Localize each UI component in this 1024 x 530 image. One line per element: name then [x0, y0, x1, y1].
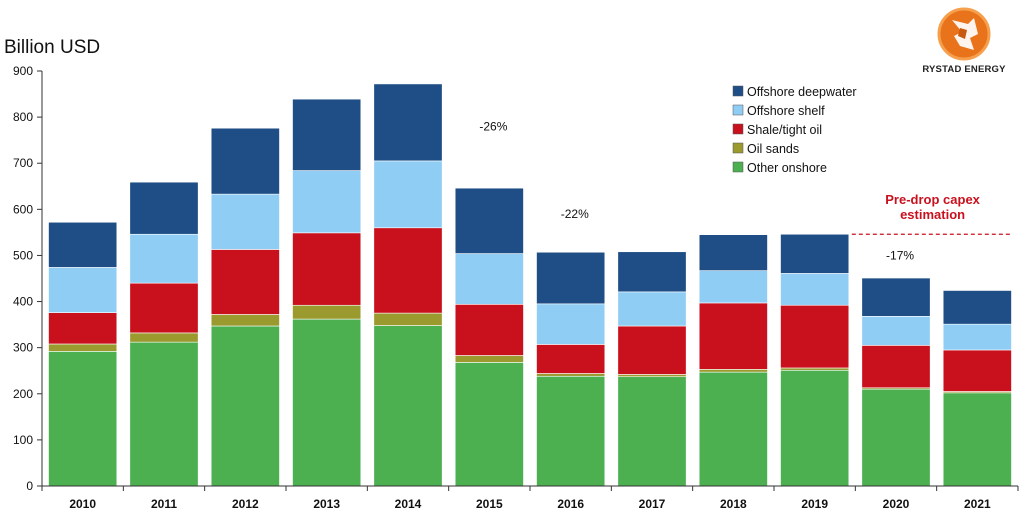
- bar-segment: [454, 253, 524, 305]
- bar-segment: [292, 232, 362, 306]
- y-tick-label: 900: [13, 64, 33, 78]
- legend-swatch: [732, 123, 744, 135]
- x-tick-label: 2018: [720, 497, 747, 511]
- y-tick-label: 800: [13, 110, 33, 124]
- bar-segment: [780, 369, 850, 487]
- bar-segment: [861, 316, 931, 346]
- x-tick-label: 2016: [557, 497, 584, 511]
- x-tick-label: 2019: [801, 497, 828, 511]
- bar-segment: [536, 344, 606, 374]
- bar-segment: [698, 302, 768, 370]
- x-tick-label: 2017: [639, 497, 666, 511]
- y-tick-label: 400: [13, 295, 33, 309]
- bar-segment: [617, 325, 687, 375]
- legend-label: Offshore deepwater: [747, 85, 857, 99]
- bar-segment: [780, 273, 850, 306]
- bar-segment: [942, 349, 1012, 392]
- bar-segment: [373, 160, 443, 229]
- x-tick-label: 2010: [69, 497, 96, 511]
- bar-segment: [129, 332, 199, 343]
- bar-segment: [698, 369, 768, 373]
- bar-segment: [292, 304, 362, 320]
- bar-segment: [942, 392, 1012, 487]
- x-tick-label: 2011: [151, 497, 177, 511]
- bar-segment: [780, 367, 850, 371]
- y-tick-label: 700: [13, 156, 33, 170]
- legend-label: Offshore shelf: [747, 104, 825, 118]
- bar-segment: [210, 193, 280, 250]
- percent-change-annotation: -17%: [886, 248, 914, 262]
- bar-segment: [536, 251, 606, 305]
- x-tick-label: 2013: [313, 497, 340, 511]
- bar-segment: [617, 376, 687, 487]
- bar-segment: [454, 187, 524, 254]
- y-tick-label: 500: [13, 248, 33, 262]
- brand-name: RYSTAD ENERGY: [922, 64, 1006, 75]
- x-tick-label: 2012: [232, 497, 259, 511]
- bar-segment: [292, 318, 362, 487]
- legend-swatch: [732, 161, 744, 173]
- x-tick-label: 2021: [964, 497, 991, 511]
- bar-segment: [292, 170, 362, 234]
- bar-segment: [48, 351, 118, 487]
- percent-change-annotation: -26%: [479, 119, 507, 133]
- legend-swatch: [732, 104, 744, 116]
- y-tick-label: 200: [13, 387, 33, 401]
- bar-segment: [536, 373, 606, 377]
- bar-segment: [210, 314, 280, 327]
- bar-segment: [780, 233, 850, 274]
- bar-segment: [129, 282, 199, 334]
- legend-label: Oil sands: [747, 142, 799, 156]
- bar-segment: [373, 325, 443, 487]
- legend-label: Other onshore: [747, 161, 827, 175]
- y-tick-label: 300: [13, 341, 33, 355]
- bar-segment: [373, 83, 443, 162]
- bar-segment: [698, 234, 768, 271]
- bar-segment: [861, 277, 931, 317]
- x-tick-label: 2015: [476, 497, 503, 511]
- bar-segment: [698, 371, 768, 487]
- bar-segment: [373, 312, 443, 326]
- bar-segment: [454, 304, 524, 356]
- bar-segment: [942, 290, 1012, 325]
- bar-segment: [454, 355, 524, 363]
- percent-change-annotation: -22%: [561, 207, 589, 221]
- bar-segment: [780, 304, 850, 369]
- bar-segment: [861, 388, 931, 487]
- bar-segment: [617, 374, 687, 378]
- bar-segment: [48, 267, 118, 313]
- bar-segment: [129, 341, 199, 487]
- bar-segment: [698, 270, 768, 304]
- bar-segment: [210, 325, 280, 487]
- x-tick-label: 2020: [883, 497, 910, 511]
- bar-segment: [210, 127, 280, 195]
- legend-swatch: [732, 85, 744, 97]
- bar-segment: [129, 181, 199, 235]
- brand-block: RYSTAD ENERGY: [910, 6, 1018, 86]
- bar-segment: [292, 98, 362, 171]
- bar-segment: [454, 362, 524, 487]
- x-tick-label: 2014: [395, 497, 422, 511]
- bar-segment: [861, 345, 931, 389]
- pre-drop-annotation: Pre-drop capex estimation: [885, 192, 980, 222]
- y-axis-title: Billion USD: [4, 37, 101, 58]
- bar-segment: [617, 291, 687, 327]
- bar-segment: [536, 303, 606, 345]
- bar-segment: [942, 323, 1012, 351]
- bar-segment: [48, 312, 118, 345]
- y-tick-label: 600: [13, 202, 33, 216]
- bar-segment: [48, 221, 118, 268]
- y-tick-label: 100: [13, 433, 33, 447]
- legend-swatch: [732, 142, 744, 154]
- bar-segment: [617, 251, 687, 293]
- rystad-logo-icon: [937, 7, 991, 61]
- bar-segment: [48, 343, 118, 352]
- bar-segment: [129, 233, 199, 284]
- legend-label: Shale/tight oil: [747, 123, 822, 137]
- bar-segment: [210, 249, 280, 315]
- bar-segment: [536, 375, 606, 487]
- y-tick-label: 0: [26, 479, 33, 493]
- bar-segment: [373, 227, 443, 314]
